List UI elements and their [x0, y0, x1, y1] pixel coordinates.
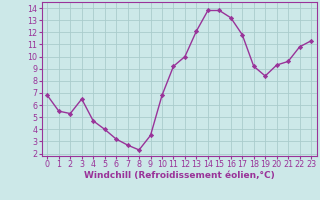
X-axis label: Windchill (Refroidissement éolien,°C): Windchill (Refroidissement éolien,°C): [84, 171, 275, 180]
